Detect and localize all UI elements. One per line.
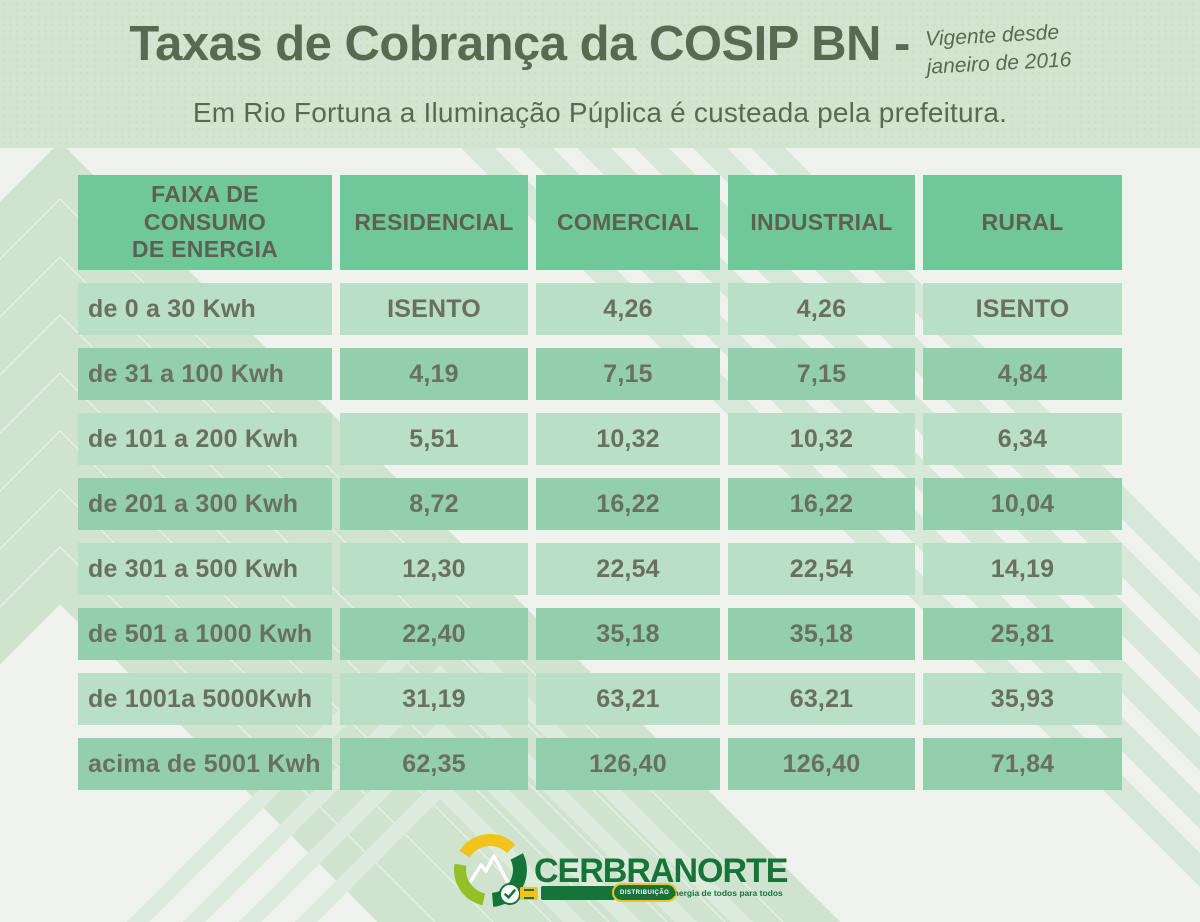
consumption-range-cell: de 1001a 5000Kwh — [78, 673, 332, 725]
consumption-range-cell: acima de 5001 Kwh — [78, 738, 332, 790]
anniversary-badge-icon — [520, 887, 538, 900]
consumption-range-cell: de 301 a 500 Kwh — [78, 543, 332, 595]
rate-value-cell: ISENTO — [923, 283, 1122, 335]
top-band — [0, 0, 1200, 148]
column-header-comercial: COMERCIAL — [536, 175, 720, 270]
column-header-industrial: INDUSTRIAL — [728, 175, 915, 270]
rate-value-cell: 22,54 — [728, 543, 915, 595]
rate-value-cell: 63,21 — [536, 673, 720, 725]
rate-value-cell: 35,18 — [536, 608, 720, 660]
rate-value-cell: 126,40 — [536, 738, 720, 790]
consumption-range-cell: de 0 a 30 Kwh — [78, 283, 332, 335]
page-subtitle: Em Rio Fortuna a Iluminação Púplica é cu… — [192, 97, 1008, 128]
column-header-consumption: FAIXA DE CONSUMO DE ENERGIA — [78, 175, 332, 270]
page-title: Taxas de Cobrança da COSIP BN - — [129, 17, 910, 71]
rate-value-cell: 4,84 — [923, 348, 1122, 400]
distribution-badge: DISTRIBUIÇÃO — [612, 883, 678, 902]
rate-value-cell: 22,54 — [536, 543, 720, 595]
brand-tagline: Energia de todos para todos — [668, 888, 783, 898]
rate-value-cell: 5,51 — [340, 413, 528, 465]
rate-value-cell: 62,35 — [340, 738, 528, 790]
mountain-icon — [469, 854, 509, 883]
rate-value-cell: 7,15 — [536, 348, 720, 400]
rate-value-cell: 31,19 — [340, 673, 528, 725]
consumption-range-cell: de 101 a 200 Kwh — [78, 413, 332, 465]
rate-value-cell: 8,72 — [340, 478, 528, 530]
header: Taxas de Cobrança da COSIP BN - Vigente … — [0, 16, 1200, 79]
rate-value-cell: 16,22 — [728, 478, 915, 530]
distribution-bar — [541, 886, 615, 900]
rate-value-cell: 35,18 — [728, 608, 915, 660]
rate-value-cell: 4,19 — [340, 348, 528, 400]
rate-value-cell: 71,84 — [923, 738, 1122, 790]
column-header-residencial: RESIDENCIAL — [340, 175, 528, 270]
rate-value-cell: ISENTO — [340, 283, 528, 335]
consumption-range-cell: de 201 a 300 Kwh — [78, 478, 332, 530]
rate-value-cell: 4,26 — [536, 283, 720, 335]
footer-logo: CERBRANORTE DISTRIBUIÇÃO Energia de todo… — [440, 824, 788, 920]
consumption-range-cell: de 501 a 1000 Kwh — [78, 608, 332, 660]
rate-value-cell: 6,34 — [923, 413, 1122, 465]
rate-value-cell: 10,32 — [536, 413, 720, 465]
rate-value-cell: 35,93 — [923, 673, 1122, 725]
rate-value-cell: 10,32 — [728, 413, 915, 465]
column-header-rural: RURAL — [923, 175, 1122, 270]
rate-value-cell: 14,19 — [923, 543, 1122, 595]
rate-table: FAIXA DE CONSUMO DE ENERGIA RESIDENCIAL … — [78, 175, 1122, 790]
rate-value-cell: 4,26 — [728, 283, 915, 335]
rate-value-cell: 10,04 — [923, 478, 1122, 530]
validity-note: Vigente desde janeiro de 2016 — [924, 20, 1072, 80]
rate-value-cell: 7,15 — [728, 348, 915, 400]
rate-value-cell: 25,81 — [923, 608, 1122, 660]
rate-value-cell: 12,30 — [340, 543, 528, 595]
brand-emblem-icon — [454, 834, 527, 907]
rate-value-cell: 126,40 — [728, 738, 915, 790]
consumption-range-cell: de 31 a 100 Kwh — [78, 348, 332, 400]
rate-value-cell: 16,22 — [536, 478, 720, 530]
rate-value-cell: 63,21 — [728, 673, 915, 725]
rate-value-cell: 22,40 — [340, 608, 528, 660]
certification-seal-icon — [499, 883, 521, 905]
